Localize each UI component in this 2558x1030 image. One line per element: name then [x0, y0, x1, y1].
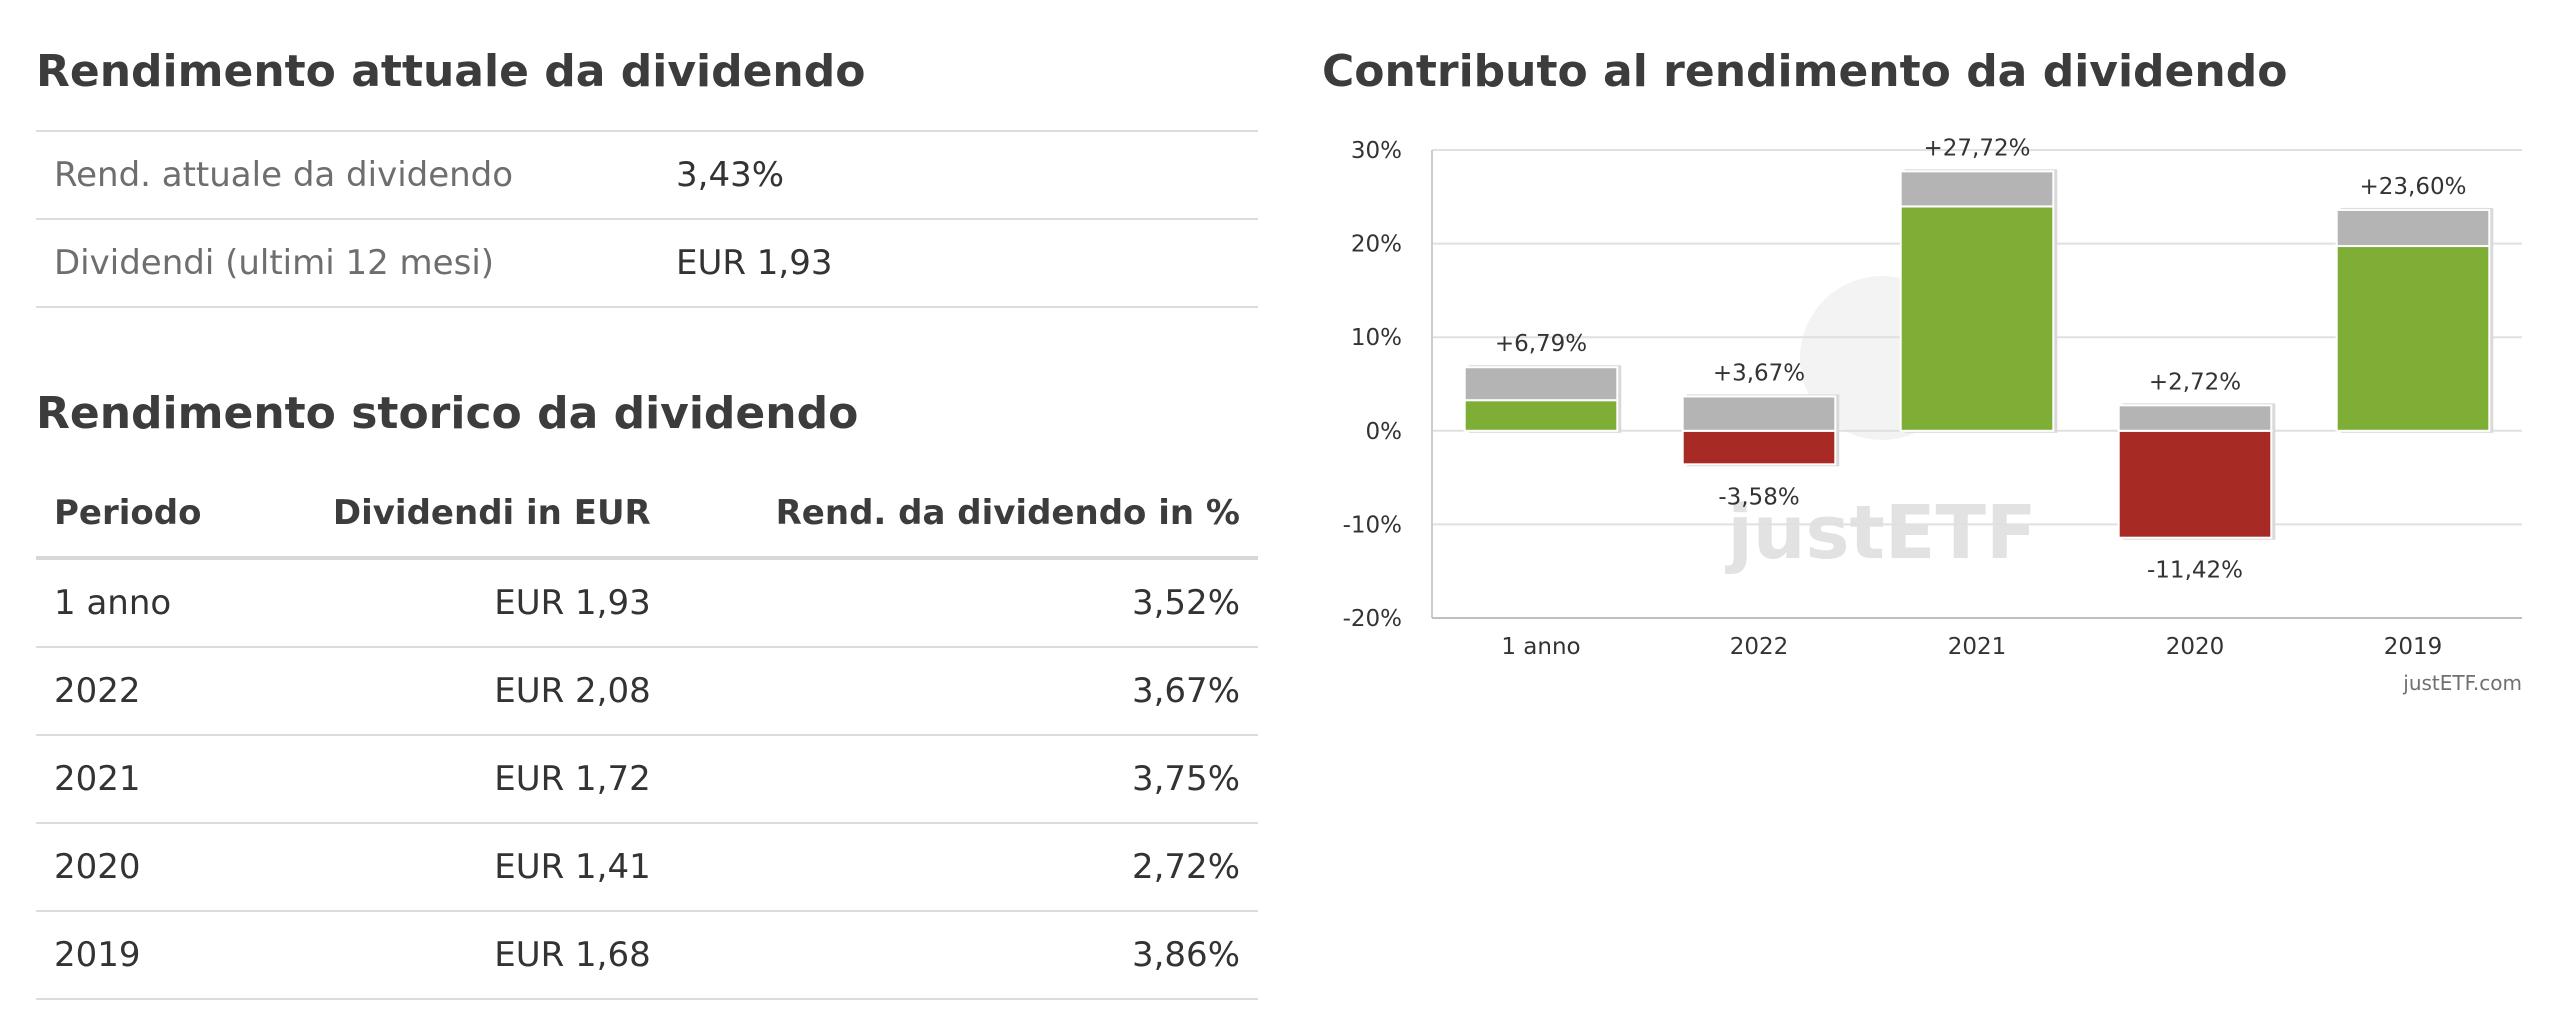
cell-period: 1 anno	[36, 558, 253, 648]
performance-bar	[2335, 245, 2491, 432]
table-row: Dividendi (ultimi 12 mesi) EUR 1,93	[36, 218, 1258, 308]
cell-dividends: EUR 1,68	[252, 911, 669, 1000]
cell-period: 2021	[36, 735, 253, 824]
y-tick-label: 0%	[1366, 419, 1403, 445]
table-row: 2019 EUR 1,68 3,86%	[36, 911, 1258, 1000]
dividend-bar	[1899, 170, 2055, 208]
data-label-top: +23,60%	[2360, 174, 2467, 200]
col-header-yield: Rend. da dividendo in %	[668, 470, 1258, 560]
x-tick-label: 2022	[1730, 634, 1789, 660]
table-row: 2022 EUR 2,08 3,67%	[36, 647, 1258, 736]
y-tick-label: -20%	[1343, 606, 1402, 632]
dividend-bar	[1463, 366, 1619, 402]
x-tick-label: 2020	[2166, 634, 2225, 660]
table-header-row: Periodo Dividendi in EUR Rend. da divide…	[36, 470, 1258, 560]
historical-yield-title: Rendimento storico da dividendo	[36, 388, 859, 439]
dividend-contribution-chart: justETF 30% 20% 10% 0% -10% -20% +6,79% 1 anno +3…	[1343, 135, 2522, 695]
x-tick-label: 2021	[1948, 634, 2007, 660]
cell-period: 2020	[36, 823, 253, 912]
table-row: 2020 EUR 1,41 2,72%	[36, 823, 1258, 912]
cell-period: 2019	[36, 911, 253, 1000]
y-tick-label: -10%	[1343, 512, 1402, 538]
cell-yield: 2,72%	[668, 823, 1258, 912]
data-label-bottom: -11,42%	[2147, 558, 2243, 584]
dividends-value: EUR 1,93	[658, 218, 1258, 308]
performance-bar	[1463, 399, 1619, 432]
cell-dividends: EUR 2,08	[252, 647, 669, 736]
current-yield-title: Rendimento attuale da dividendo	[36, 46, 866, 97]
dividend-bar	[2117, 404, 2273, 432]
chart-title: Contributo al rendimento da dividendo	[1322, 46, 2288, 97]
performance-bar	[1681, 429, 1837, 466]
yield-value: 3,43%	[658, 130, 1258, 219]
dividends-label: Dividendi (ultimi 12 mesi)	[36, 218, 658, 308]
data-label-top: +3,67%	[1713, 360, 1805, 386]
data-label-top: +2,72%	[2149, 369, 2241, 395]
cell-yield: 3,52%	[668, 558, 1258, 648]
dividend-bar	[1681, 395, 1837, 432]
cell-dividends: EUR 1,93	[252, 558, 669, 648]
watermark-text: justETF	[1724, 490, 2036, 576]
table-row: Rend. attuale da dividendo 3,43%	[36, 130, 1258, 219]
data-label-bottom: -3,58%	[1718, 484, 1799, 510]
data-label-top: +6,79%	[1495, 331, 1587, 357]
cell-dividends: EUR 1,41	[252, 823, 669, 912]
cell-period: 2022	[36, 647, 253, 736]
cell-yield: 3,75%	[668, 735, 1258, 824]
performance-bar	[1899, 205, 2055, 432]
table-row: 2021 EUR 1,72 3,75%	[36, 735, 1258, 824]
col-header-dividends: Dividendi in EUR	[252, 470, 669, 560]
yield-label: Rend. attuale da dividendo	[36, 130, 658, 219]
chart-credit: justETF.com	[2402, 671, 2522, 695]
x-tick-label: 1 anno	[1501, 634, 1580, 660]
y-tick-label: 30%	[1351, 138, 1402, 164]
historical-yield-table: Periodo Dividendi in EUR Rend. da divide…	[36, 470, 1258, 1000]
table-row: 1 anno EUR 1,93 3,52%	[36, 558, 1258, 648]
y-tick-label: 10%	[1351, 325, 1402, 351]
col-header-period: Periodo	[36, 470, 253, 560]
dividend-bar	[2335, 208, 2491, 248]
current-yield-table: Rend. attuale da dividendo 3,43% Dividen…	[36, 130, 1258, 308]
x-tick-label: 2019	[2384, 634, 2443, 660]
y-tick-label: 20%	[1351, 232, 1402, 258]
cell-dividends: EUR 1,72	[252, 735, 669, 824]
cell-yield: 3,67%	[668, 647, 1258, 736]
data-label-top: +27,72%	[1924, 135, 2031, 161]
cell-yield: 3,86%	[668, 911, 1258, 1000]
performance-bar	[2117, 429, 2273, 539]
